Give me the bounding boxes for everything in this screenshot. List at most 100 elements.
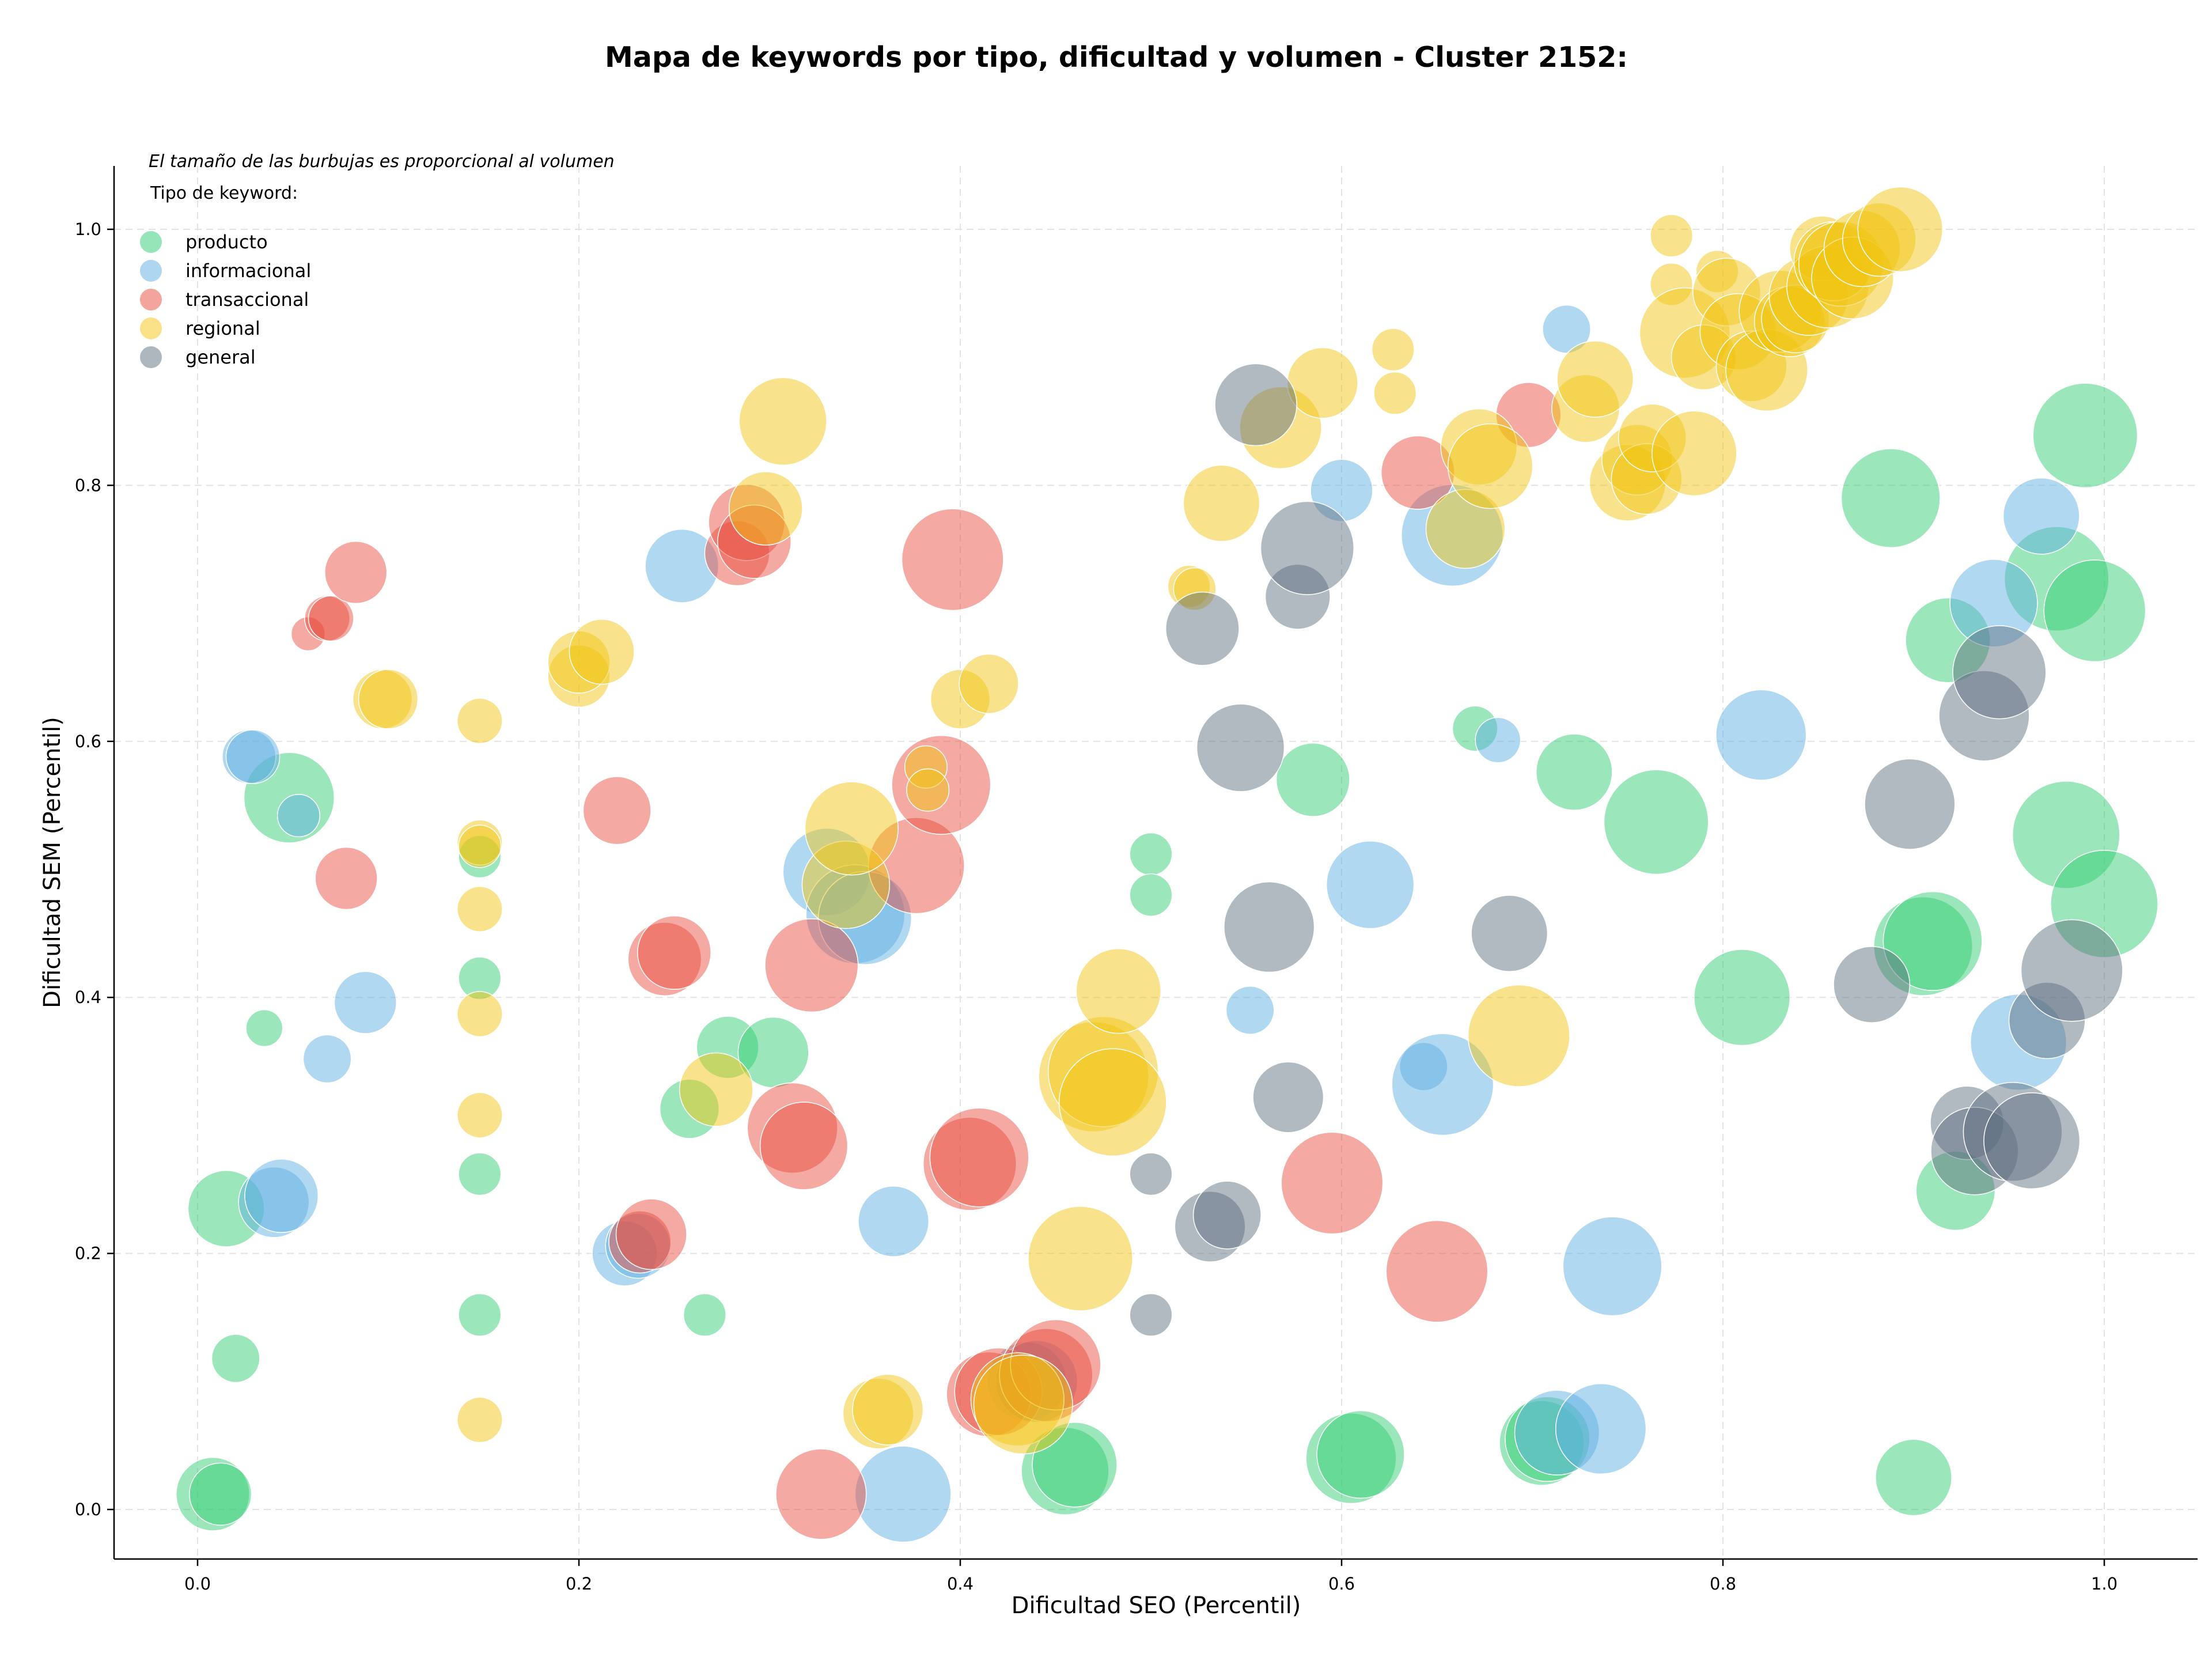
- bubble-producto: [2012, 781, 2120, 889]
- bubble-regional: [1589, 444, 1666, 521]
- bubble-regional: [1447, 423, 1533, 509]
- bubble-regional: [456, 698, 503, 744]
- bubble-regional: [1753, 285, 1825, 357]
- bubble-regional: [1371, 328, 1415, 372]
- bubble-informacional: [1225, 986, 1275, 1035]
- bubble-producto: [2050, 850, 2158, 958]
- bubble-producto: [696, 1016, 759, 1079]
- bubble-transaccional: [1380, 435, 1455, 510]
- bubble-general: [1174, 1190, 1246, 1262]
- bubble-transaccional: [315, 846, 378, 910]
- bubble-regional: [1239, 386, 1322, 470]
- bubble-general: [1864, 758, 1956, 850]
- bubble-informacional: [1325, 840, 1415, 929]
- bubble-informacional: [225, 729, 281, 784]
- y-tick-label: 1.0: [75, 220, 101, 239]
- bubble-regional: [1671, 324, 1737, 391]
- bubble-producto: [243, 752, 335, 843]
- bubble-producto: [458, 1152, 502, 1196]
- bubble-informacional: [858, 1186, 930, 1258]
- legend-marker-general: [140, 346, 162, 368]
- bubble-regional: [1028, 1206, 1133, 1311]
- bubble-regional: [1183, 464, 1260, 542]
- legend-label-informacional: informacional: [185, 260, 311, 282]
- bubble-producto: [1275, 743, 1350, 817]
- bubble-regional: [456, 819, 503, 866]
- bubble-informacional: [1391, 1033, 1494, 1136]
- bubble-transaccional: [747, 1082, 838, 1174]
- bubble-informacional: [995, 1340, 1078, 1423]
- bubble-regional: [1611, 443, 1683, 515]
- bubble-transaccional: [759, 1102, 849, 1190]
- bubble-producto: [1875, 1439, 1952, 1516]
- bubble-regional: [1173, 567, 1217, 611]
- bubble-producto: [1129, 832, 1173, 876]
- bubble-regional: [456, 886, 503, 932]
- x-tick-label: 0.2: [566, 1574, 592, 1594]
- bubble-general: [1930, 1085, 2005, 1160]
- bubble-general: [1129, 1152, 1173, 1196]
- bubble-producto: [1603, 769, 1709, 875]
- x-tick-label: 0.8: [1710, 1574, 1736, 1594]
- legend-marker-producto: [140, 231, 162, 253]
- bubble-informacional: [1475, 717, 1521, 763]
- bubble-producto: [2043, 559, 2146, 663]
- bubble-informacional: [1310, 459, 1373, 522]
- bubble-regional: [456, 991, 503, 1038]
- legend-marker-transaccional: [140, 289, 162, 311]
- y-tick-label: 0.8: [75, 475, 101, 495]
- bubble-general: [1983, 1092, 2081, 1190]
- bubble-regional: [1601, 423, 1673, 495]
- bubble-transaccional: [1010, 1319, 1101, 1411]
- bubble-producto: [1905, 597, 1991, 683]
- y-tick-label: 0.6: [75, 732, 101, 751]
- bubble-informacional: [244, 1159, 319, 1234]
- bubble-producto: [458, 1293, 502, 1337]
- bubble-producto: [1305, 1412, 1397, 1504]
- bubble-regional: [1761, 284, 1830, 354]
- chart-title: Mapa de keywords por tipo, dificultad y …: [605, 41, 1628, 74]
- bubble-regional: [1811, 236, 1894, 320]
- bubble-regional: [679, 1052, 753, 1127]
- bubble-regional: [1857, 186, 1944, 273]
- bubble-transaccional: [891, 735, 991, 835]
- bubble-regional: [1692, 258, 1762, 327]
- bubble-regional: [1768, 256, 1849, 336]
- grid: [114, 166, 2198, 1559]
- bubble-regional: [1047, 1016, 1159, 1127]
- legend-marker-regional: [140, 317, 162, 339]
- ticks: 0.0 0.2 0.4 0.6 0.8 1.0 0.0 0.2 0.4 0.6 0.8 1.0: [75, 220, 2118, 1594]
- bubble-informacional: [645, 528, 719, 603]
- bubble-transaccional: [922, 1117, 1017, 1211]
- bubble-informacional: [1562, 1216, 1662, 1316]
- bubble-informacional: [238, 1166, 310, 1238]
- bubble-transaccional: [582, 776, 652, 845]
- bubble-general: [1260, 501, 1355, 595]
- bubble-regional: [1699, 293, 1777, 370]
- bubble-general: [1165, 591, 1240, 666]
- bubble-informacional: [1970, 993, 2067, 1091]
- bubble-regional: [547, 644, 611, 708]
- bubble-producto: [1316, 1410, 1405, 1499]
- bubble-regional: [804, 781, 899, 876]
- bubble-regional: [1650, 214, 1694, 258]
- bubble-regional: [1789, 215, 1855, 282]
- bubble-producto: [458, 956, 502, 1000]
- bubble-general: [1224, 881, 1315, 973]
- bubble-producto: [211, 1334, 260, 1383]
- bubble-producto: [659, 1079, 720, 1139]
- bubble-producto: [245, 1009, 283, 1047]
- bubble-producto: [1499, 1400, 1585, 1486]
- bubble-transaccional: [901, 508, 1004, 611]
- y-tick-label: 0.0: [75, 1500, 101, 1519]
- bubble-regional: [1786, 245, 1869, 328]
- bubble-regional: [1842, 202, 1916, 277]
- bubble-regional: [1075, 948, 1161, 1034]
- bubble-producto: [1883, 891, 1983, 991]
- y-tick-label: 0.2: [75, 1244, 101, 1263]
- legend-marker-informacional: [140, 260, 162, 282]
- bubble-transaccional: [868, 817, 965, 914]
- bubble-informacional: [1555, 1383, 1647, 1475]
- legend-label-general: general: [185, 346, 256, 368]
